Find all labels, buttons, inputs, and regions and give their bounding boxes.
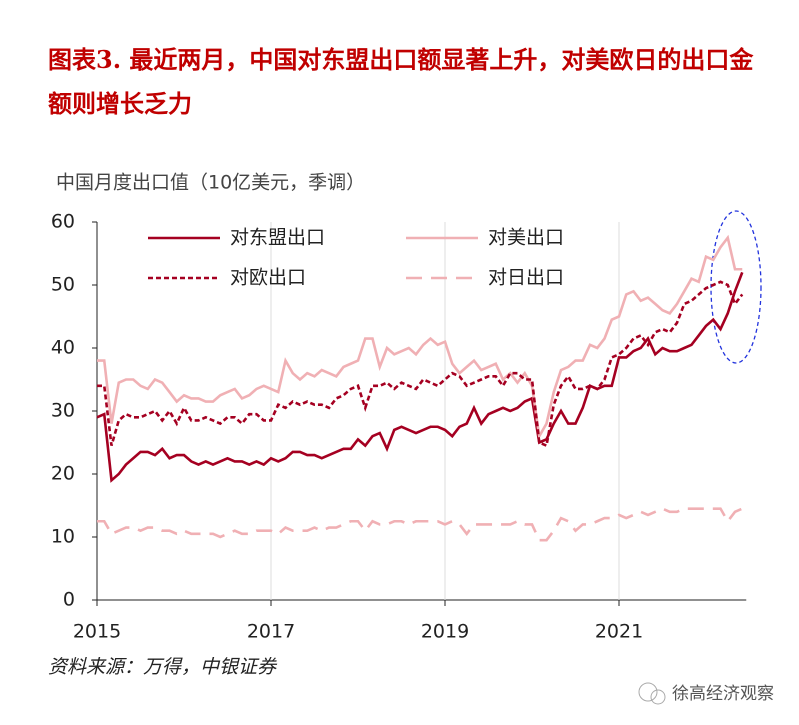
series-line xyxy=(97,234,743,441)
legend-label: 对日出口 xyxy=(488,267,564,289)
y-tick-label: 40 xyxy=(51,337,75,359)
legend-label: 对美出口 xyxy=(488,227,564,249)
watermark: 徐高经济观察 xyxy=(672,684,774,704)
highlight-ellipse xyxy=(710,210,762,364)
watermark-icon xyxy=(638,682,666,705)
y-tick-label: 20 xyxy=(51,463,75,485)
chart-title: 图表3. 最近两月，中国对东盟出口额显著上升，对美欧日的出口金额则增长乏力 xyxy=(48,45,754,118)
source: 资料来源：万得，中银证券 xyxy=(48,656,278,678)
legend-label: 对欧出口 xyxy=(230,267,306,289)
x-tick-label: 2017 xyxy=(247,621,295,643)
y-tick-label: 30 xyxy=(51,400,75,422)
x-tick-label: 2021 xyxy=(595,621,643,643)
series-line xyxy=(97,507,743,542)
series-line xyxy=(97,280,744,448)
y-tick-label: 50 xyxy=(51,274,75,296)
y-tick-label: 60 xyxy=(51,211,75,233)
y-axis-label: 中国月度出口值（10亿美元，季调） xyxy=(56,172,365,194)
y-tick-label: 10 xyxy=(51,526,75,548)
y-tick-label: 0 xyxy=(63,589,75,611)
x-tick-label: 2015 xyxy=(73,621,121,643)
legend-label: 对东盟出口 xyxy=(230,227,325,249)
series-line xyxy=(96,271,744,483)
x-tick-label: 2019 xyxy=(421,621,469,643)
